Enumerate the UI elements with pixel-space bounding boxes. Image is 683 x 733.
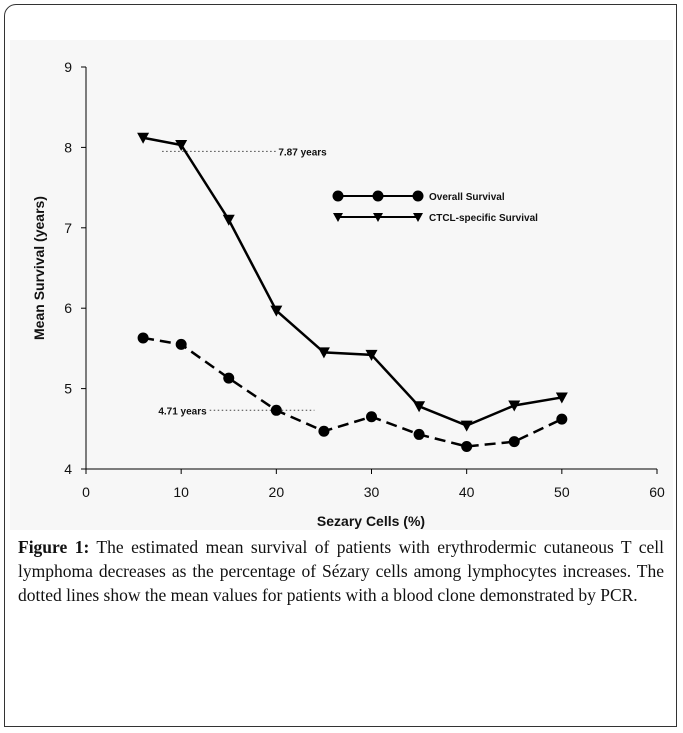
point [460, 420, 473, 432]
x-tick-label: 0 [82, 484, 90, 500]
caption: Figure 1: The estimated mean survival of… [18, 535, 664, 607]
point [461, 440, 473, 452]
series-line [142, 136, 563, 427]
point [413, 428, 425, 440]
x-tick-label: 60 [649, 484, 665, 500]
y-tick-label: 9 [64, 59, 72, 75]
legend-marker [412, 190, 424, 202]
figure-frame [4, 4, 677, 727]
point [318, 425, 330, 437]
point [137, 132, 150, 144]
x-tick-label: 40 [459, 484, 475, 500]
y-tick-label: 4 [64, 461, 72, 477]
legend-label: CTCL-specific Survival [429, 213, 538, 224]
caption-text: The estimated mean survival of patients … [18, 537, 664, 605]
y-tick-label: 5 [64, 381, 72, 397]
y-tick-label: 8 [64, 139, 72, 155]
legend-label: Overall Survival [429, 192, 505, 203]
x-tick-label: 50 [554, 484, 570, 500]
point [365, 349, 378, 361]
point [413, 401, 426, 413]
point [556, 413, 568, 425]
x-axis-label: Sezary Cells (%) [317, 513, 425, 529]
point [317, 347, 330, 359]
legend-marker [413, 213, 423, 222]
legend-marker [332, 190, 344, 202]
point [508, 400, 521, 412]
y-tick-label: 6 [64, 300, 72, 316]
point [175, 139, 188, 151]
y-axis-label: Mean Survival (years) [31, 196, 47, 340]
point [223, 372, 235, 384]
y-tick-label: 7 [64, 220, 72, 236]
legend-marker [373, 213, 383, 222]
point [555, 392, 568, 404]
point [508, 436, 520, 448]
point [137, 332, 149, 344]
legend-marker [372, 190, 384, 202]
point [366, 411, 377, 423]
x-tick-label: 20 [269, 484, 285, 500]
chart-background [10, 40, 673, 530]
point [270, 305, 283, 317]
x-tick-label: 10 [173, 484, 189, 500]
caption-label: Figure 1: [18, 537, 90, 557]
x-tick-label: 30 [364, 484, 380, 500]
annotation-label: 4.71 years [158, 406, 207, 417]
point [222, 214, 235, 226]
point [175, 338, 187, 350]
series-line [142, 336, 563, 448]
legend-marker [333, 213, 343, 222]
point [270, 404, 282, 416]
annotation-label: 7.87 years [278, 147, 327, 158]
